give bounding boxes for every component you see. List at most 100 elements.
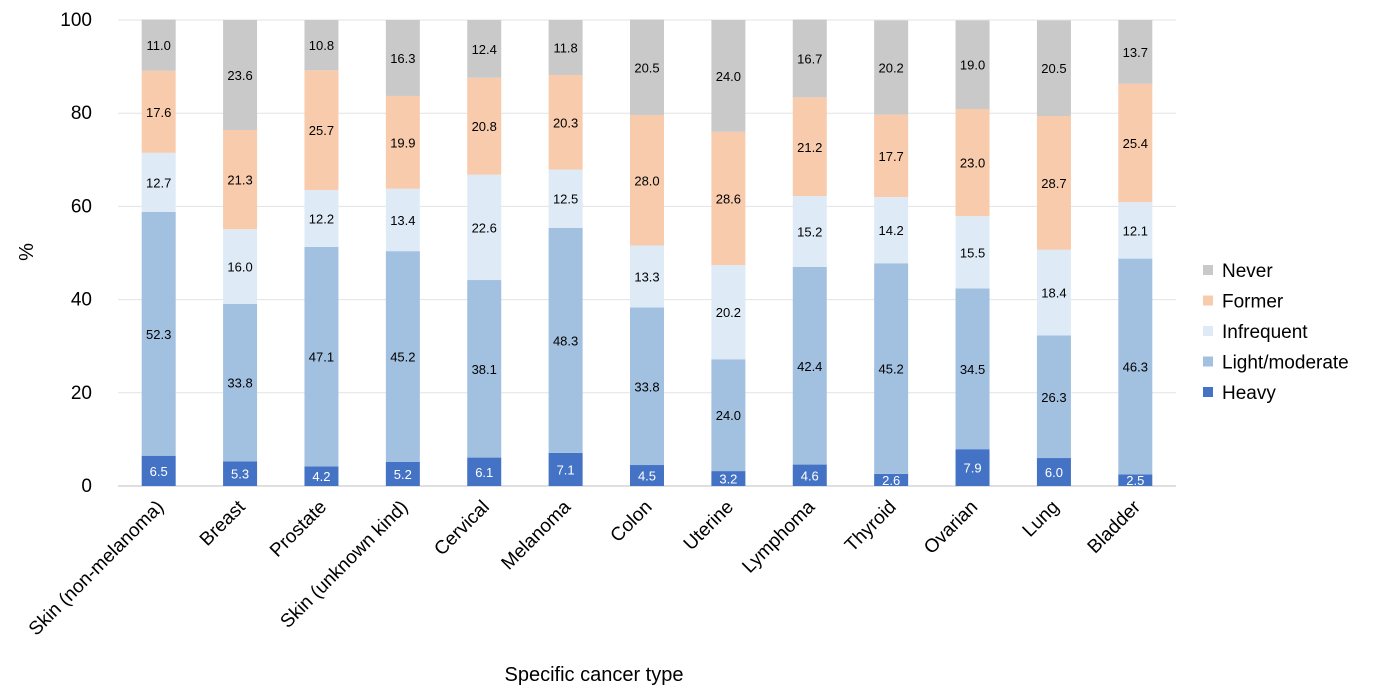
data-label: 13.3 — [634, 270, 659, 285]
data-label: 23.0 — [960, 156, 985, 171]
bar-segment — [548, 169, 583, 228]
data-label: 20.2 — [716, 305, 741, 320]
data-label: 17.7 — [878, 149, 903, 164]
data-label: 26.3 — [1041, 390, 1066, 405]
x-tick-label: Melanoma — [498, 496, 576, 574]
bar-segment — [385, 20, 420, 96]
bar-segment — [955, 20, 990, 110]
data-label: 38.1 — [472, 362, 497, 377]
bar-segment — [874, 263, 909, 474]
bar-segment — [304, 20, 339, 71]
bar-segment — [304, 70, 339, 191]
bar-segment — [711, 131, 746, 266]
data-label: 20.8 — [472, 119, 497, 134]
legend-swatch — [1203, 295, 1213, 306]
bar-segment — [385, 251, 420, 462]
bar-segment — [385, 461, 420, 486]
data-label: 4.2 — [312, 469, 330, 484]
data-label: 24.0 — [716, 408, 741, 423]
bar-segment — [1118, 20, 1153, 84]
x-tick-label: Bladder — [1084, 496, 1146, 558]
data-label: 18.4 — [1041, 286, 1066, 301]
data-label: 5.2 — [394, 467, 412, 482]
data-label: 2.5 — [1126, 473, 1144, 488]
bar-segment — [874, 114, 909, 198]
y-tick-label: 80 — [71, 103, 92, 124]
data-label: 21.3 — [227, 173, 252, 188]
data-label: 33.8 — [227, 376, 252, 391]
bar-segment — [548, 74, 583, 170]
x-tick-label: Skin (non-melanoma) — [25, 497, 168, 640]
bar-segment — [874, 473, 909, 486]
data-label: 6.1 — [475, 465, 493, 480]
bar-segment — [1036, 115, 1071, 250]
data-label: 12.7 — [146, 175, 171, 190]
data-label: 6.0 — [1045, 465, 1063, 480]
y-tick-label: 20 — [71, 383, 92, 404]
bar-segment — [1118, 474, 1153, 486]
legend-label: Light/moderate — [1222, 353, 1349, 374]
bar-segment — [630, 19, 664, 116]
x-tick-label: Lung — [1019, 497, 1064, 542]
bar-segment — [467, 77, 502, 175]
bar-segment — [385, 188, 420, 252]
data-label: 21.2 — [797, 140, 822, 155]
bar-segment — [467, 174, 502, 281]
x-tick-label: Cervical — [430, 497, 493, 560]
data-label: 45.2 — [878, 362, 903, 377]
data-label: 7.9 — [963, 461, 981, 476]
x-tick-label: Uterine — [680, 497, 738, 555]
bar-segment — [711, 265, 746, 360]
legend-label: Heavy — [1222, 383, 1276, 404]
bar-segment — [1036, 20, 1071, 116]
data-label: 20.5 — [634, 60, 659, 75]
data-label: 11.8 — [553, 40, 577, 55]
data-label: 16.7 — [797, 51, 822, 66]
x-tick-label: Breast — [196, 496, 250, 550]
data-label: 11.0 — [147, 38, 171, 53]
bar-segment — [955, 288, 990, 450]
bar-segment — [304, 190, 339, 247]
bar-segment — [1036, 249, 1071, 336]
y-tick-label: 60 — [71, 196, 92, 217]
data-label: 13.7 — [1123, 45, 1148, 60]
data-label: 33.8 — [634, 379, 659, 394]
bar-segment — [548, 227, 583, 453]
bar-segment — [467, 280, 502, 458]
bar-segment — [223, 129, 258, 230]
y-axis-title: % — [16, 243, 38, 261]
bar-segment — [874, 197, 909, 264]
bar-segment — [955, 109, 990, 217]
bar-segment — [304, 466, 339, 486]
bar-segment — [711, 359, 746, 472]
x-axis-title: Specific cancer type — [505, 664, 684, 686]
y-tick-label: 0 — [81, 476, 92, 497]
bar-segment — [874, 20, 909, 115]
bar-segment — [385, 95, 420, 189]
data-label: 28.6 — [716, 191, 741, 206]
data-label: 46.3 — [1123, 359, 1148, 374]
bar-segment — [141, 455, 176, 486]
bar-segment — [630, 465, 664, 486]
bar-segment — [141, 152, 176, 212]
data-label: 45.2 — [390, 349, 415, 364]
x-tick-label: Thyroid — [841, 497, 901, 557]
bar-segment — [141, 211, 176, 456]
bar-segment — [630, 245, 664, 308]
data-label: 20.2 — [878, 61, 903, 76]
data-label: 25.4 — [1123, 136, 1148, 151]
bar-segment — [1118, 83, 1153, 203]
data-label: 24.0 — [716, 69, 741, 84]
data-label: 10.8 — [309, 38, 334, 53]
y-tick-label: 100 — [60, 10, 92, 31]
bar-segment — [467, 457, 502, 486]
bar-segment — [141, 19, 176, 71]
data-label: 52.3 — [146, 327, 171, 342]
bar-segment — [223, 461, 258, 486]
data-label: 19.0 — [960, 58, 985, 73]
bar-segment — [223, 229, 258, 304]
data-label: 42.4 — [797, 359, 822, 374]
data-label: 28.0 — [634, 173, 659, 188]
data-label: 12.1 — [1123, 223, 1148, 238]
